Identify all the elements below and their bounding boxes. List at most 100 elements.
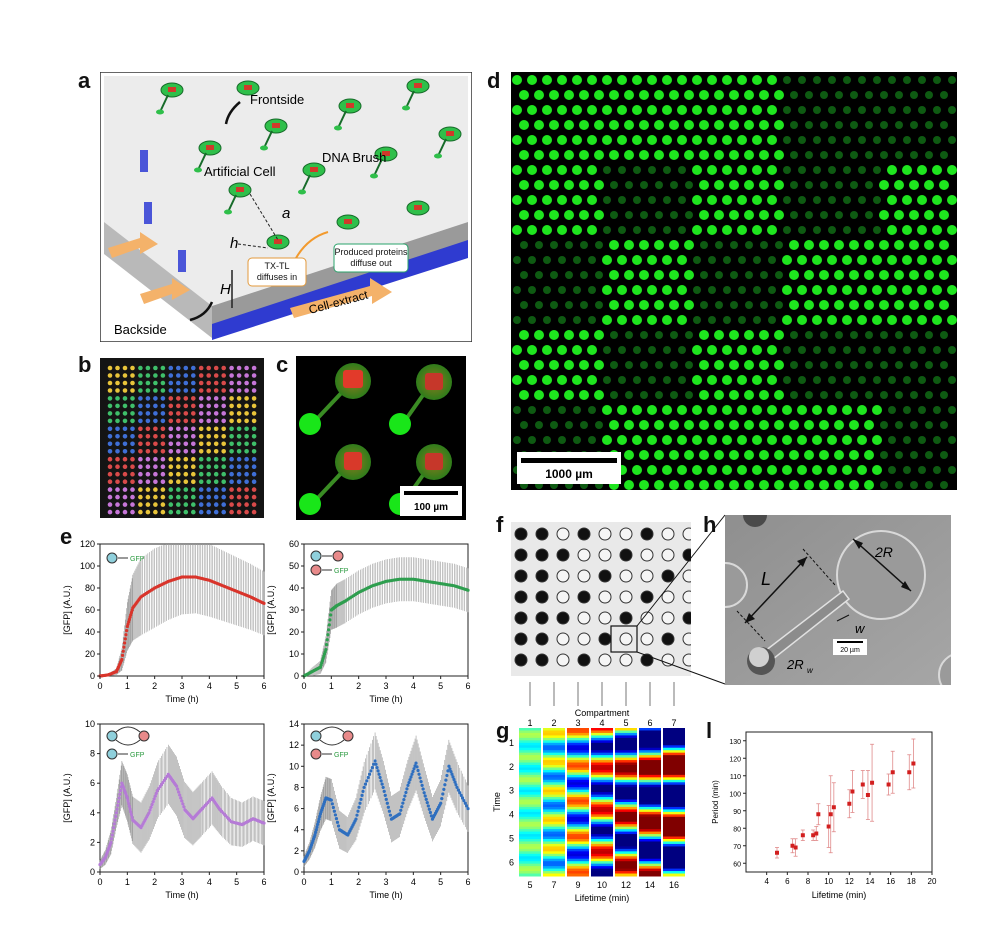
grid-dot [229,388,234,393]
array-dot [924,300,934,310]
grid-dot [160,456,166,462]
sem-micrograph: L 2R w 2R w 20 µm [725,515,951,685]
data-point [407,780,411,785]
well [640,548,654,562]
heatmap-cell [615,755,637,759]
array-dot [564,150,574,160]
grid-dot [138,396,143,401]
array-dot [700,271,708,279]
array-dot [828,106,836,114]
array-dot [715,241,723,249]
data-point [335,820,340,824]
well [682,590,691,604]
backside-arrow-icon [189,301,214,322]
array-dot [767,135,777,145]
heatmap-cell [639,762,661,766]
heatmap-cell [543,814,565,818]
array-dot [588,316,596,324]
array-dot [633,226,641,234]
array-dot [752,135,762,145]
array-dot [663,196,671,204]
heatmap-cell [519,740,541,744]
grid-dot [213,380,219,386]
data-point [439,801,443,805]
array-dot [662,465,672,475]
array-dot [594,180,604,190]
heatmap-cell [543,871,565,875]
well [556,632,570,646]
heatmap-cell [543,784,565,788]
grid-dot [168,403,174,409]
array-dot [865,391,873,399]
heatmap-cell [615,816,637,820]
grid-dot [229,380,234,386]
heatmap-cell [615,831,637,835]
array-dot [603,166,611,174]
grid-dot [168,365,174,371]
array-dot [774,360,784,370]
x-axis-label: Lifetime (min) [575,893,630,903]
heatmap-cell [543,829,565,833]
array-dot [909,210,919,220]
grid-dot [213,494,219,500]
grid-dot [183,456,189,462]
heatmap-cell [543,760,565,764]
array-dot [888,376,896,384]
array-dot [753,286,761,294]
array-dot [669,480,679,490]
array-dot [632,75,642,85]
heatmap-cell [663,792,685,796]
x-axis-label: Time (h) [165,890,198,900]
array-dot [858,106,866,114]
array-dot [609,90,619,100]
grid-dot [213,434,219,439]
array-dot [752,195,762,205]
array-dot [513,406,521,414]
array-dot [564,90,574,100]
data-point [447,764,451,768]
array-dot [549,330,559,340]
array-dot [842,465,852,475]
grid-dot [206,502,211,507]
array-dot [723,316,731,324]
array-dot [910,451,918,459]
array-dot [933,376,941,384]
heatmap-cell [543,811,565,815]
grid-dot [191,441,196,447]
heatmap-cell [543,755,565,759]
data-point [115,807,119,811]
grid-dot [229,373,234,378]
data-point [314,828,318,832]
heatmap-cell [639,732,661,736]
heatmap-cell [639,730,661,734]
array-dot [557,195,567,205]
array-dot [798,226,806,234]
grid-dot [221,411,226,416]
array-dot [647,285,657,295]
data-point [450,772,454,776]
data-point [378,775,382,780]
error-bars [304,557,469,676]
heatmap-cell [615,728,637,731]
data-point [180,799,184,803]
heatmap-cell [615,853,637,857]
array-dot [924,210,934,220]
well [619,632,633,646]
array-dot [580,241,588,249]
data-point [420,783,424,787]
grid-dot [153,411,158,416]
array-dot [565,241,573,249]
array-dot [759,120,769,130]
heatmap-cell [543,735,565,739]
array-dot [624,270,634,280]
array-dot [594,120,604,130]
heatmap-cell [567,841,589,845]
array-dot [819,480,829,490]
y-tick-label: 10 [85,719,95,729]
grid-dot [160,509,166,515]
grid-dot [176,418,181,424]
array-dot [918,136,926,144]
data-point [440,797,444,801]
array-dot [699,450,709,460]
data-point [886,782,891,787]
